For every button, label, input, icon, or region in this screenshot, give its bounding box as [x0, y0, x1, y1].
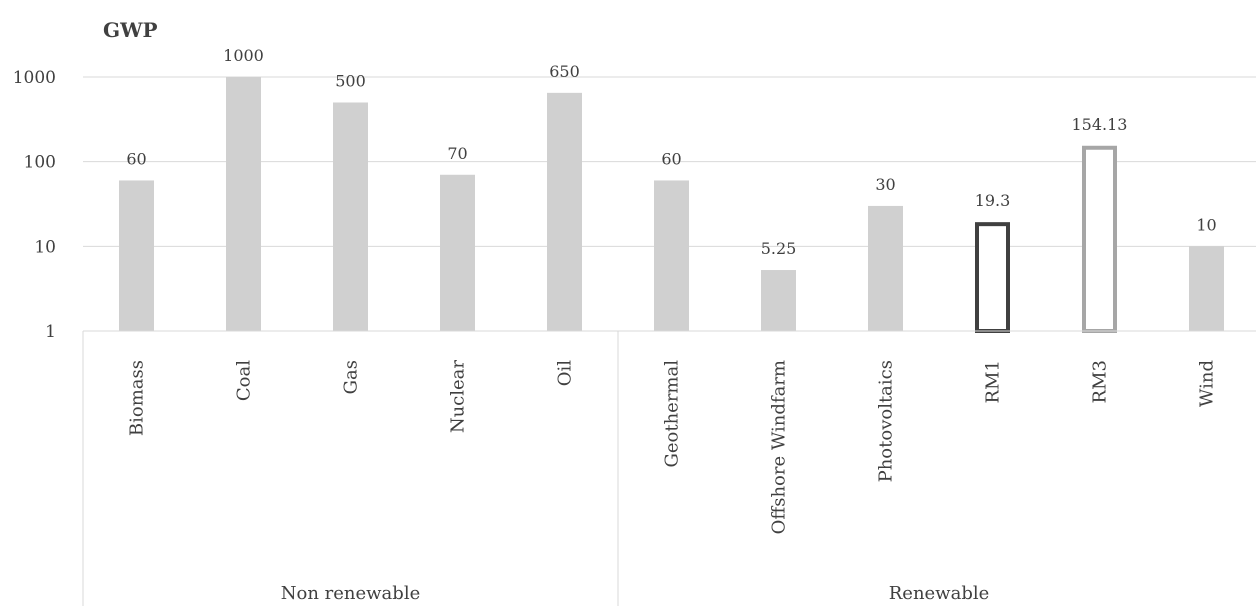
data-label: 60 [126, 149, 146, 168]
bar-biomass [119, 180, 154, 331]
data-label: 19.3 [975, 191, 1011, 210]
x-tick-label: Oil [555, 360, 576, 387]
data-label: 30 [875, 175, 895, 194]
data-label: 10 [1196, 215, 1216, 234]
bar-nuclear [440, 174, 475, 331]
chart-title: GWP [103, 18, 158, 42]
y-tick-label: 1000 [13, 68, 56, 88]
x-tick-label: RM3 [1090, 360, 1111, 403]
x-tick-label: RM1 [983, 360, 1004, 403]
category-labels: Biomass Coal Gas Nuclear Oil Geothermal Offsho… [127, 360, 1218, 535]
x-tick-label: Coal [234, 360, 255, 401]
bar-geothermal [654, 180, 689, 331]
data-label: 1000 [223, 46, 264, 65]
y-tick-label: 1 [45, 322, 56, 342]
data-label: 500 [335, 71, 366, 90]
bar-wind [1189, 246, 1224, 331]
data-labels: 60 1000 500 70 650 60 5.25 30 19.3 154.13 10 [126, 46, 1216, 258]
data-label: 154.13 [1072, 115, 1128, 134]
x-tick-label: Nuclear [448, 360, 469, 434]
data-label: 650 [549, 62, 580, 81]
bar-offshore-windfarm [761, 270, 796, 331]
x-tick-label: Geothermal [662, 360, 683, 468]
x-tick-label: Photovoltaics [876, 360, 897, 482]
bar-gas [333, 102, 368, 331]
x-axis [82, 330, 1256, 606]
x-tick-label: Offshore Windfarm [769, 360, 790, 534]
data-label: 70 [447, 144, 467, 163]
group-labels: Non renewable Renewable [281, 583, 990, 604]
bar-coal [226, 77, 261, 331]
y-tick-label: 10 [34, 237, 56, 257]
bar-rm3 [1082, 145, 1117, 333]
y-axis-ticks: 1 10 100 1000 [13, 68, 56, 342]
group-label: Renewable [889, 583, 990, 604]
x-tick-label: Wind [1197, 360, 1218, 407]
y-tick-label: 100 [24, 153, 56, 173]
bars [119, 77, 1224, 333]
bar-rm1 [975, 222, 1010, 333]
data-label: 5.25 [761, 239, 797, 258]
data-label: 60 [661, 149, 681, 168]
bar-photovoltaics [868, 205, 903, 331]
bar-oil [547, 92, 582, 332]
x-tick-label: Gas [341, 360, 362, 394]
group-label: Non renewable [281, 583, 420, 604]
x-tick-label: Biomass [127, 360, 148, 436]
